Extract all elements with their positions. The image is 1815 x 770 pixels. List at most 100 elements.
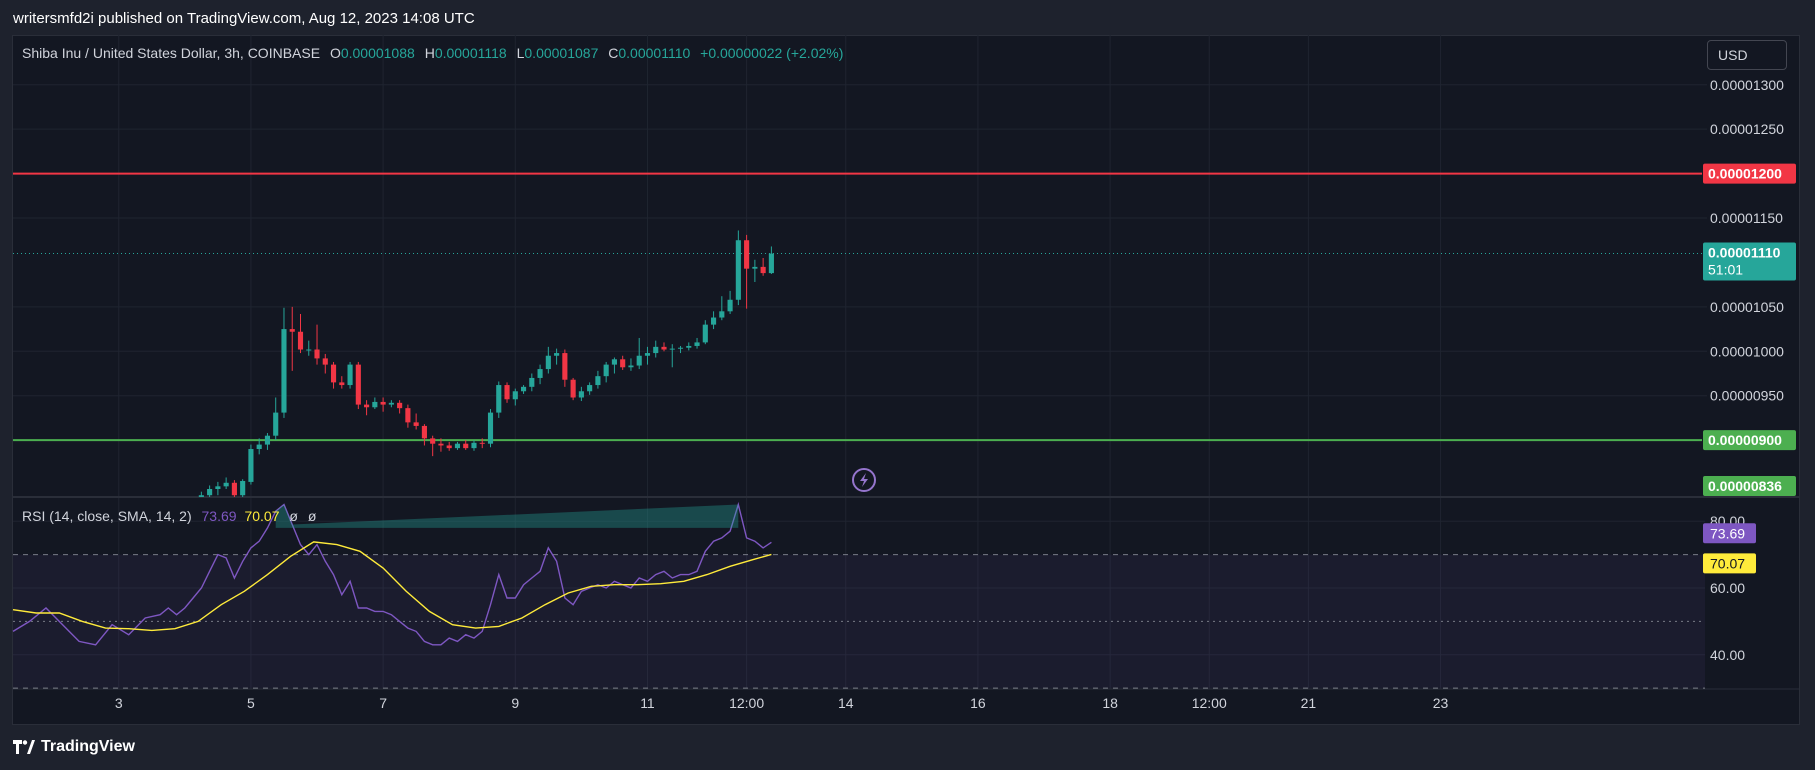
candle-up <box>471 442 477 449</box>
candle-up <box>595 376 601 386</box>
currency-button[interactable]: USD <box>1707 40 1787 70</box>
candle-up <box>752 266 758 269</box>
rsi-ma-line <box>12 541 772 632</box>
candle-down <box>364 404 370 408</box>
candle-down <box>570 379 576 398</box>
candle-down <box>760 266 766 274</box>
close-label: C <box>608 45 619 61</box>
candle-down <box>421 425 427 439</box>
rsi-ma-value: 70.07 <box>244 508 280 524</box>
time-axis-label: 7 <box>379 695 387 711</box>
rsi-overbought-fill <box>275 504 739 528</box>
rsi-axis-label: 60.00 <box>1710 580 1745 596</box>
low-value: 0.00001087 <box>524 45 599 61</box>
candle-down <box>380 401 386 405</box>
close-value: 0.00001110 <box>618 45 691 61</box>
candle-down <box>314 349 320 359</box>
candle-up <box>711 317 717 325</box>
candle-down <box>397 402 403 409</box>
rsi-title: RSI (14, close, SMA, 14, 2) <box>22 508 192 524</box>
publisher-caption: writersmfd2i published on TradingView.co… <box>13 10 475 27</box>
candle-down <box>661 346 667 350</box>
candle-up <box>273 412 279 436</box>
candle-up <box>537 369 543 378</box>
tradingview-brand[interactable]: TradingView <box>13 738 135 756</box>
rsi-value-badge <box>1703 523 1756 544</box>
last-price-label: 0.00001110 <box>1708 245 1781 261</box>
candle-up <box>702 324 708 343</box>
candle-up <box>669 348 675 350</box>
price-axis-label: 0.00001000 <box>1710 343 1784 359</box>
candle-down <box>744 240 750 269</box>
candle-down <box>322 358 328 365</box>
rsi-pane <box>12 501 1705 689</box>
time-axis-label: 21 <box>1301 695 1317 711</box>
candle-up <box>256 444 262 450</box>
candle-up <box>207 489 213 496</box>
candle-down <box>562 353 568 380</box>
candle-down <box>405 408 411 423</box>
candle-down <box>620 359 626 368</box>
candle-up <box>512 391 518 400</box>
price-axis-label: 0.00001150 <box>1710 210 1783 226</box>
time-axis-label: 5 <box>247 695 255 711</box>
price-pane <box>13 172 1702 497</box>
brand-label: TradingView <box>41 738 135 755</box>
low-label: L <box>516 45 525 61</box>
candle-up <box>735 240 741 300</box>
candle-down <box>504 385 510 400</box>
candle-up <box>198 495 204 497</box>
rsi-ma-value-badge-text: 70.07 <box>1710 555 1745 571</box>
candle-up <box>248 449 254 482</box>
candle-up <box>347 364 353 386</box>
candle-up <box>694 342 700 346</box>
candle-up <box>372 401 378 408</box>
tradingview-logo-icon <box>13 740 35 754</box>
candle-up <box>240 481 246 496</box>
candle-up <box>719 311 725 318</box>
rsi-ma-value-badge <box>1703 553 1756 574</box>
rsi-value: 73.69 <box>201 508 237 524</box>
price-axis-label: 0.00001300 <box>1710 77 1784 93</box>
bar-countdown-label: 51:01 <box>1708 262 1743 278</box>
low-price-label: 0.00000836 <box>1708 478 1782 494</box>
rsi-axis-label: 40.00 <box>1710 647 1745 663</box>
time-axis-label: 12:00 <box>729 695 764 711</box>
time-axis-label: 11 <box>640 695 655 711</box>
grid-layer <box>13 35 1799 690</box>
candle-down <box>430 438 436 444</box>
rsi-legend: RSI (14, close, SMA, 14, 2) 73.69 70.07 … <box>22 508 316 524</box>
price-axis-label: 0.00001250 <box>1710 121 1784 137</box>
support-price-label: 0.00000900 <box>1708 432 1782 448</box>
symbol-title: Shiba Inu / United States Dollar, 3h, CO… <box>22 45 321 61</box>
candle-up <box>587 385 593 392</box>
candle-up <box>628 365 634 368</box>
candle-up <box>653 346 659 354</box>
candle-up <box>223 482 229 487</box>
candle-up <box>264 435 271 445</box>
chart-frame[interactable] <box>12 35 1800 725</box>
candle-up <box>554 353 560 356</box>
candle-down <box>231 482 237 496</box>
lightning-icon-glyph <box>860 473 868 487</box>
support-price-badge <box>1703 430 1796 451</box>
candle-up <box>520 386 527 392</box>
candle-up <box>215 486 221 490</box>
time-axis-label: 23 <box>1433 695 1449 711</box>
time-axis-label: 12:00 <box>1192 695 1227 711</box>
candle-up <box>686 345 692 348</box>
time-axis-label: 14 <box>838 695 854 711</box>
candle-up <box>388 402 394 405</box>
candle-down <box>463 443 469 449</box>
candle-up <box>281 329 287 413</box>
candle-down <box>339 382 345 386</box>
candle-up <box>644 353 651 356</box>
candle-up <box>677 347 684 349</box>
candle-down <box>438 443 444 446</box>
candle-up <box>727 299 733 312</box>
high-label: H <box>424 45 435 61</box>
candle-down <box>413 422 419 426</box>
rsi-value-badge-text: 73.69 <box>1710 525 1745 541</box>
resistance-price-badge <box>1703 163 1796 184</box>
